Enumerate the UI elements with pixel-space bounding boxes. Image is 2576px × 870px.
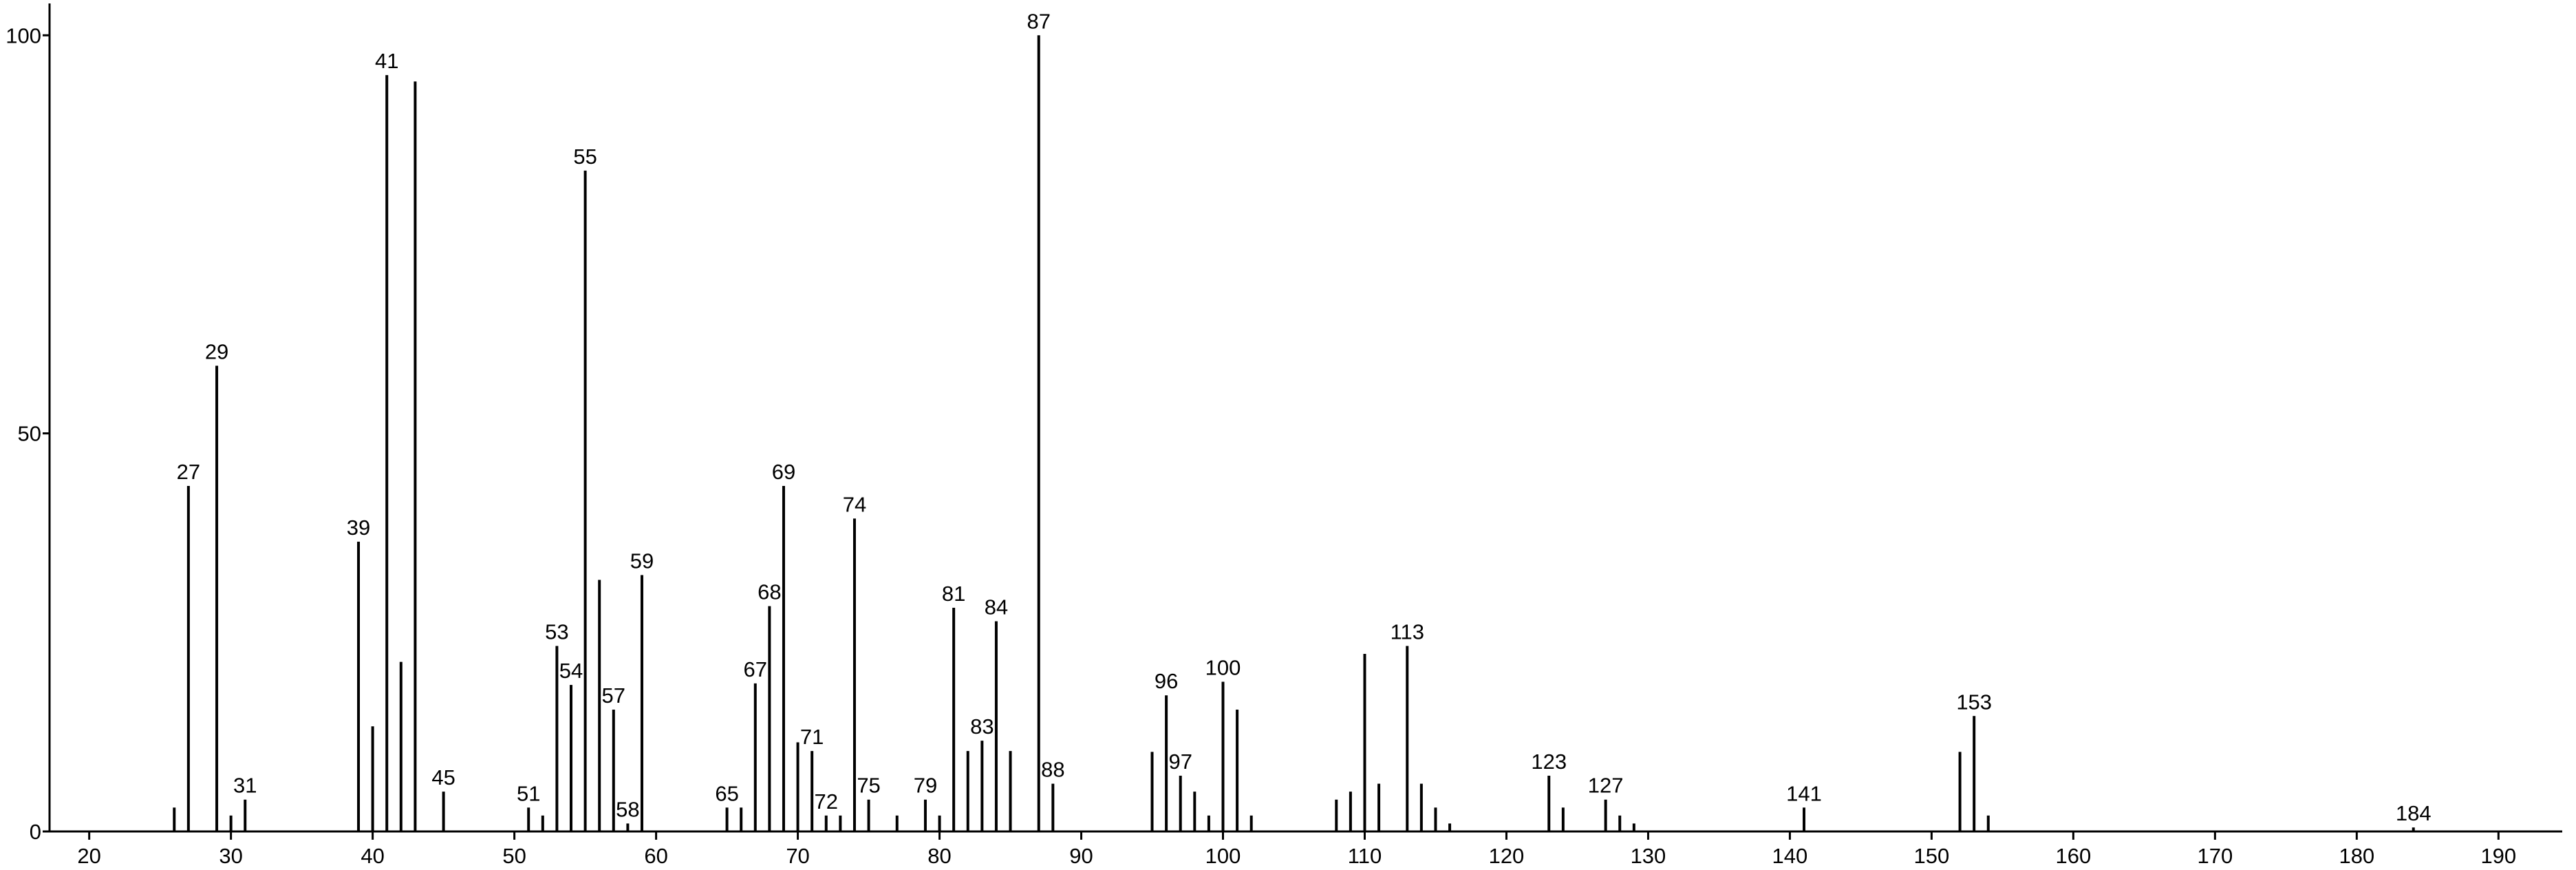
peak-label: 71 [800,725,824,749]
peak-label: 51 [517,781,540,805]
peak-label: 113 [1391,619,1424,644]
peak-label: 59 [630,549,654,573]
x-tick-label: 100 [1205,844,1241,868]
peak-label: 67 [744,657,767,681]
x-tick-label: 60 [644,844,667,868]
x-tick-label: 40 [361,844,384,868]
x-tick-label: 130 [1631,844,1666,868]
peak-label: 69 [772,460,795,484]
y-tick-label: 100 [6,23,41,47]
peak-label: 79 [914,774,937,798]
peak-label: 55 [573,145,597,169]
peak-label: 29 [205,339,228,363]
peak-label: 68 [758,580,781,604]
peak-label: 87 [1027,9,1050,33]
peak-label: 83 [970,714,994,739]
peak-label: 54 [559,659,583,683]
y-tick-label: 0 [30,820,41,844]
x-tick-label: 20 [77,844,100,868]
peak-label: 45 [431,765,455,789]
x-tick-label: 180 [2339,844,2374,868]
peak-label: 153 [1956,690,1992,714]
x-tick-label: 70 [786,844,809,868]
peak-label: 88 [1041,758,1064,782]
peak-label: 184 [2396,801,2432,825]
y-tick-label: 50 [18,422,41,446]
x-tick-label: 90 [1069,844,1093,868]
peak-label: 75 [857,774,880,798]
peak-label: 127 [1588,774,1624,798]
peak-label: 74 [843,492,866,516]
peak-label: 31 [233,774,257,798]
peak-label: 65 [715,781,738,805]
x-tick-label: 110 [1348,844,1382,868]
peak-label: 84 [985,595,1008,619]
peak-label: 141 [1786,781,1822,805]
peak-label: 123 [1531,750,1567,774]
peak-label: 39 [347,516,370,540]
x-tick-label: 80 [927,844,951,868]
peak-label: 72 [815,789,838,814]
x-tick-label: 140 [1772,844,1808,868]
peak-label: 58 [616,797,639,821]
x-tick-label: 170 [2197,844,2233,868]
peak-label: 53 [545,619,568,644]
x-tick-label: 150 [1914,844,1950,868]
peak-label: 57 [602,683,625,708]
x-tick-label: 190 [2480,844,2516,868]
x-tick-label: 30 [219,844,242,868]
peak-label: 100 [1205,656,1241,680]
peak-label: 27 [177,460,200,484]
x-tick-label: 120 [1489,844,1525,868]
peak-label: 97 [1168,750,1192,774]
peak-label: 41 [375,49,398,73]
peak-label: 81 [942,582,965,606]
x-tick-label: 50 [502,844,526,868]
peak-label: 96 [1155,669,1178,693]
x-tick-label: 160 [2056,844,2092,868]
